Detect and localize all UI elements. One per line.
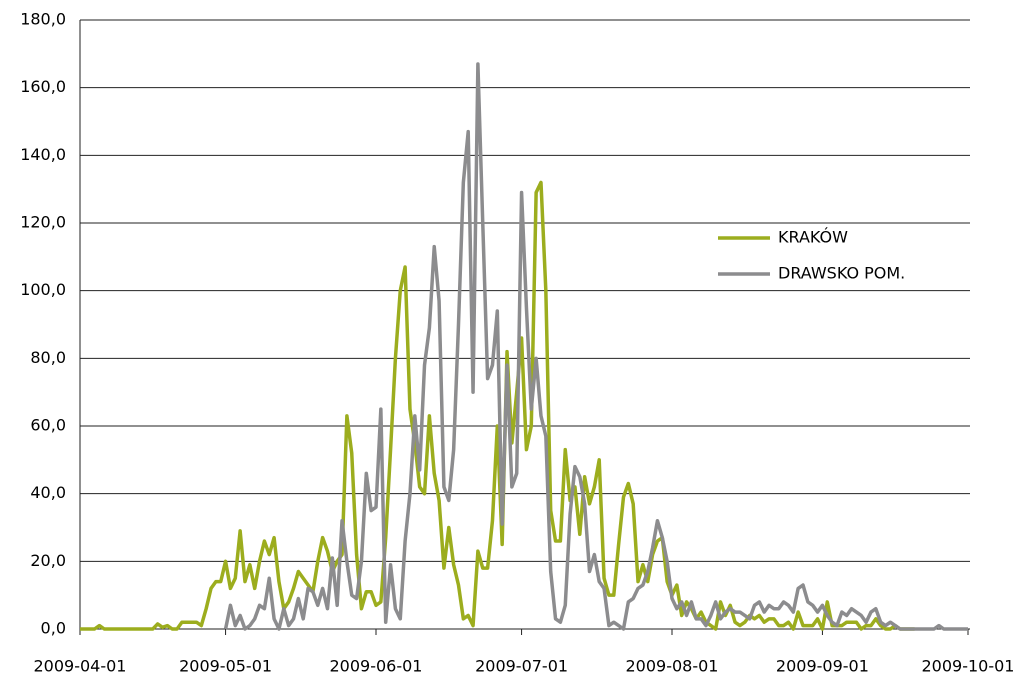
y-tick-label: 40,0 xyxy=(30,483,66,502)
y-tick-label: 60,0 xyxy=(30,416,66,435)
y-tick-label: 140,0 xyxy=(20,145,66,164)
x-tick-label: 2009-06-01 xyxy=(330,657,423,676)
x-tick-label: 2009-09-01 xyxy=(776,657,869,676)
series-line xyxy=(223,62,968,631)
legend-label: DRAWSKO POM. xyxy=(778,264,905,283)
legend-label: KRAKÓW xyxy=(778,228,848,247)
y-tick-label: 80,0 xyxy=(30,348,66,367)
x-tick-label: 2009-08-01 xyxy=(626,657,719,676)
y-tick-label: 180,0 xyxy=(20,10,66,29)
y-tick-label: 20,0 xyxy=(30,551,66,570)
x-tick-label: 2009-04-01 xyxy=(34,657,127,676)
x-tick-label: 2009-10-01 xyxy=(922,657,1015,676)
series-line xyxy=(80,180,915,631)
x-tick-label: 2009-05-01 xyxy=(179,657,272,676)
y-tick-label: 120,0 xyxy=(20,213,66,232)
y-tick-label: 160,0 xyxy=(20,77,66,96)
y-tick-label: 0,0 xyxy=(41,619,66,638)
x-tick-label: 2009-07-01 xyxy=(475,657,568,676)
y-tick-label: 100,0 xyxy=(20,280,66,299)
